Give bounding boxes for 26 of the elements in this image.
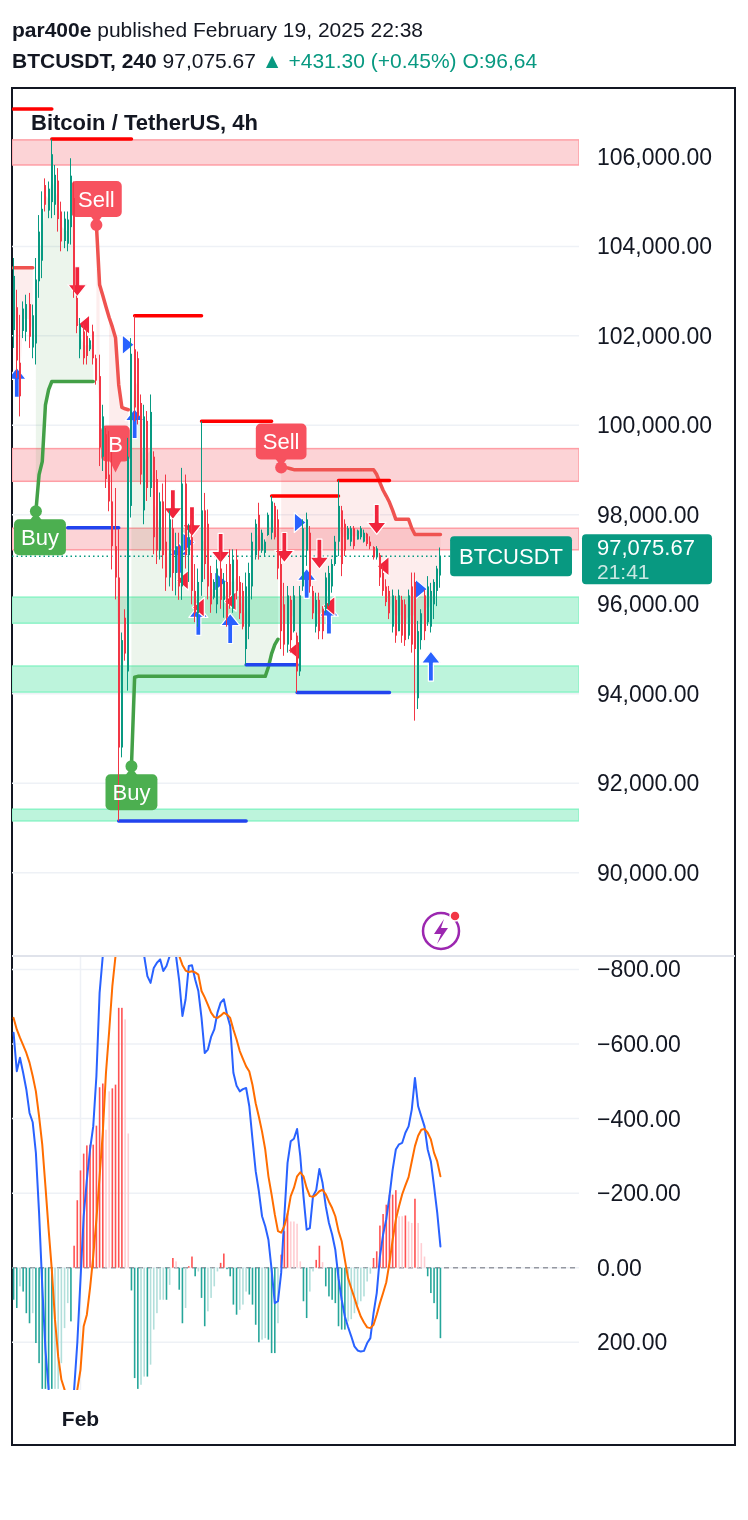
x-tick-label: Feb [61,1406,100,1430]
y-tick-label: 96,000.00 [597,591,700,618]
y-tick-label: 98,000.00 [597,501,700,528]
y-tick-label: 100,000.00 [597,412,713,439]
annotation: Bitcoin / TetherUS, 4h [31,109,258,135]
chart-title: par400e published February 19, 2025 22:38 [12,17,424,41]
y-tick-label: 90,000.00 [597,859,700,886]
data-label: Buy [20,524,59,550]
y-tick-label: −800.00 [597,956,681,983]
data-label: Sell [78,186,115,212]
y-tick-label: 94,000.00 [597,680,700,707]
y-tick-label: 106,000.00 [597,143,713,170]
ref-line-label: BTCUSDT [459,543,563,569]
text: 97,075.67 [597,534,695,560]
y-tick-label: 104,000.00 [597,233,713,260]
y-tick-label: 102,000.00 [597,322,713,349]
y-tick-label: 92,000.00 [597,770,700,797]
data-label: B [108,431,123,457]
data-label: Sell [262,428,300,454]
y-tick-label: −600.00 [597,1030,681,1057]
y-tick-label: 200.00 [597,1329,668,1356]
chart-subtitle: BTCUSDT, 240 97,075.67 ▲ +431.30 (+0.45%) O:96,64 [12,48,538,72]
text: 21:41 [597,559,650,583]
y-tick-label: −400.00 [597,1105,681,1132]
y-tick-label: 0.00 [597,1254,642,1281]
y-tick-label: −200.00 [597,1180,681,1207]
